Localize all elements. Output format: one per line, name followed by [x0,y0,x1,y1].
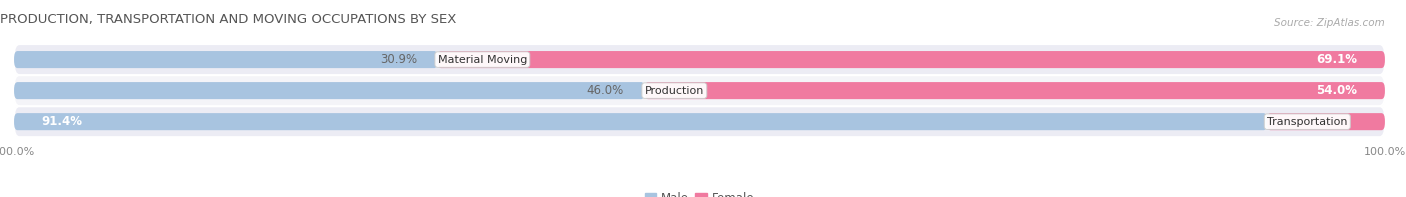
Text: 46.0%: 46.0% [586,84,624,97]
FancyBboxPatch shape [14,106,1385,137]
Text: PRODUCTION, TRANSPORTATION AND MOVING OCCUPATIONS BY SEX: PRODUCTION, TRANSPORTATION AND MOVING OC… [0,13,457,26]
Text: 54.0%: 54.0% [1316,84,1358,97]
FancyBboxPatch shape [14,75,1385,106]
FancyBboxPatch shape [1267,113,1385,130]
FancyBboxPatch shape [14,113,1267,130]
FancyBboxPatch shape [14,44,1385,75]
Text: Material Moving: Material Moving [437,55,527,65]
Text: Transportation: Transportation [1267,117,1347,127]
FancyBboxPatch shape [437,51,1385,68]
Text: 91.4%: 91.4% [42,115,83,128]
Text: 69.1%: 69.1% [1316,53,1358,66]
FancyBboxPatch shape [14,51,437,68]
FancyBboxPatch shape [644,82,1385,99]
Text: 30.9%: 30.9% [380,53,418,66]
Text: Source: ZipAtlas.com: Source: ZipAtlas.com [1274,18,1385,28]
FancyBboxPatch shape [14,82,644,99]
Legend: Male, Female: Male, Female [640,187,759,197]
Text: Production: Production [644,86,704,96]
